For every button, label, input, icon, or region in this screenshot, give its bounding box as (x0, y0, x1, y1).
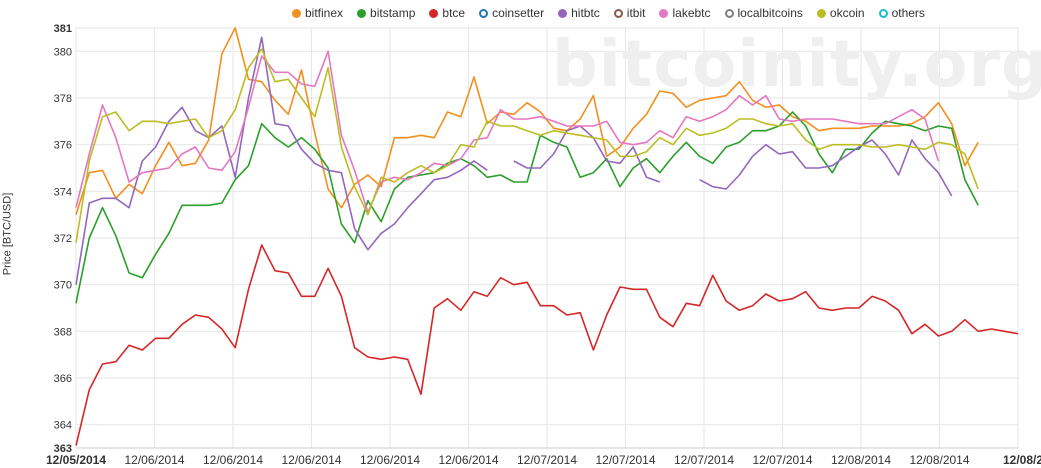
legend-item-localbitcoins[interactable]: localbitcoins (724, 4, 803, 22)
legend-label: localbitcoins (737, 6, 803, 20)
legend-label: bitstamp (370, 6, 416, 20)
y-tick-label: 368 (54, 326, 72, 338)
series-line-btce (75, 244, 1019, 446)
legend-item-coinsetter[interactable]: coinsetter (479, 4, 544, 22)
legend-swatch-icon (724, 8, 734, 18)
y-tick-label: 370 (54, 280, 72, 292)
legend-swatch-icon (613, 8, 623, 18)
legend-label: btce (442, 6, 466, 20)
series-line-lakebtc (75, 50, 940, 214)
legend-label: lakebtc (672, 6, 711, 20)
legend-item-lakebtc[interactable]: lakebtc (659, 4, 711, 22)
legend-swatch-icon (659, 8, 669, 18)
x-tick-label: 12/08/2 (1003, 453, 1041, 467)
legend-swatch-icon (558, 8, 568, 18)
legend-swatch-icon (292, 8, 301, 18)
y-tick-label: 363 (54, 443, 72, 455)
x-tick-label: 12/06/2014 (438, 453, 498, 467)
x-tick-label: 12/08/2014 (909, 453, 969, 467)
legend-item-okcoin[interactable]: okcoin (816, 4, 865, 22)
legend-item-hitbtc[interactable]: hitbtc (558, 4, 600, 22)
x-tick-label: 12/06/2014 (360, 453, 420, 467)
series-lines (75, 27, 1019, 446)
y-tick-label: 376 (54, 140, 72, 152)
series-line-okcoin (75, 48, 979, 243)
y-tick-label: 380 (54, 46, 72, 58)
legend-item-bitfinex[interactable]: bitfinex (292, 4, 343, 22)
series-line-bitstamp (75, 111, 979, 304)
legend-label: hitbtc (571, 6, 600, 20)
legend-swatch-icon (357, 8, 367, 18)
legend-label: bitfinex (305, 6, 344, 20)
watermark: bitcoinity.org (552, 28, 1041, 102)
y-axis: 363 364 366 368 370 372 374 376 378 380 381 (54, 23, 72, 455)
legend-swatch-icon (816, 8, 826, 18)
legend-label: others (891, 6, 925, 20)
x-tick-label: 12/07/2014 (595, 453, 655, 467)
x-tick-label: 12/07/2014 (752, 453, 812, 467)
legend-label: itbit (626, 6, 646, 20)
y-tick-label: 374 (54, 186, 72, 198)
x-tick-label: 12/07/2014 (674, 453, 734, 467)
y-tick-label: 378 (54, 93, 72, 105)
x-tick-label: 12/07/2014 (517, 453, 577, 467)
y-tick-label: 381 (54, 23, 72, 35)
legend-swatch-icon (429, 8, 439, 18)
legend-swatch-icon (878, 8, 888, 18)
legend-item-bitstamp[interactable]: bitstamp (357, 4, 415, 22)
legend-label: okcoin (829, 6, 865, 20)
series-line-bitfinex (75, 27, 979, 215)
y-tick-label: 364 (54, 420, 72, 432)
legend-item-itbit[interactable]: itbit (613, 4, 646, 22)
grid-lines (75, 27, 1019, 449)
legend-swatch-icon (479, 8, 489, 18)
x-tick-label: 12/06/2014 (203, 453, 263, 467)
y-axis-label: Price [BTC/USD] (1, 192, 14, 276)
x-tick-label: 12/06/2014 (281, 453, 341, 467)
x-axis: 12/05/2014 12/06/2014 12/06/2014 12/06/2014… (46, 447, 1041, 467)
x-tick-label: 12/05/2014 (46, 453, 106, 467)
legend-item-others[interactable]: others (878, 4, 925, 22)
legend: bitfinex bitstamp btce coinsetter hitbtc itbi… (292, 4, 939, 22)
x-tick-label: 12/06/2014 (124, 453, 184, 467)
y-tick-label: 372 (54, 233, 72, 245)
legend-label: coinsetter (492, 6, 545, 20)
x-tick-label: 12/08/2014 (831, 453, 891, 467)
y-tick-label: 366 (54, 373, 72, 385)
legend-item-btce[interactable]: btce (429, 4, 465, 22)
